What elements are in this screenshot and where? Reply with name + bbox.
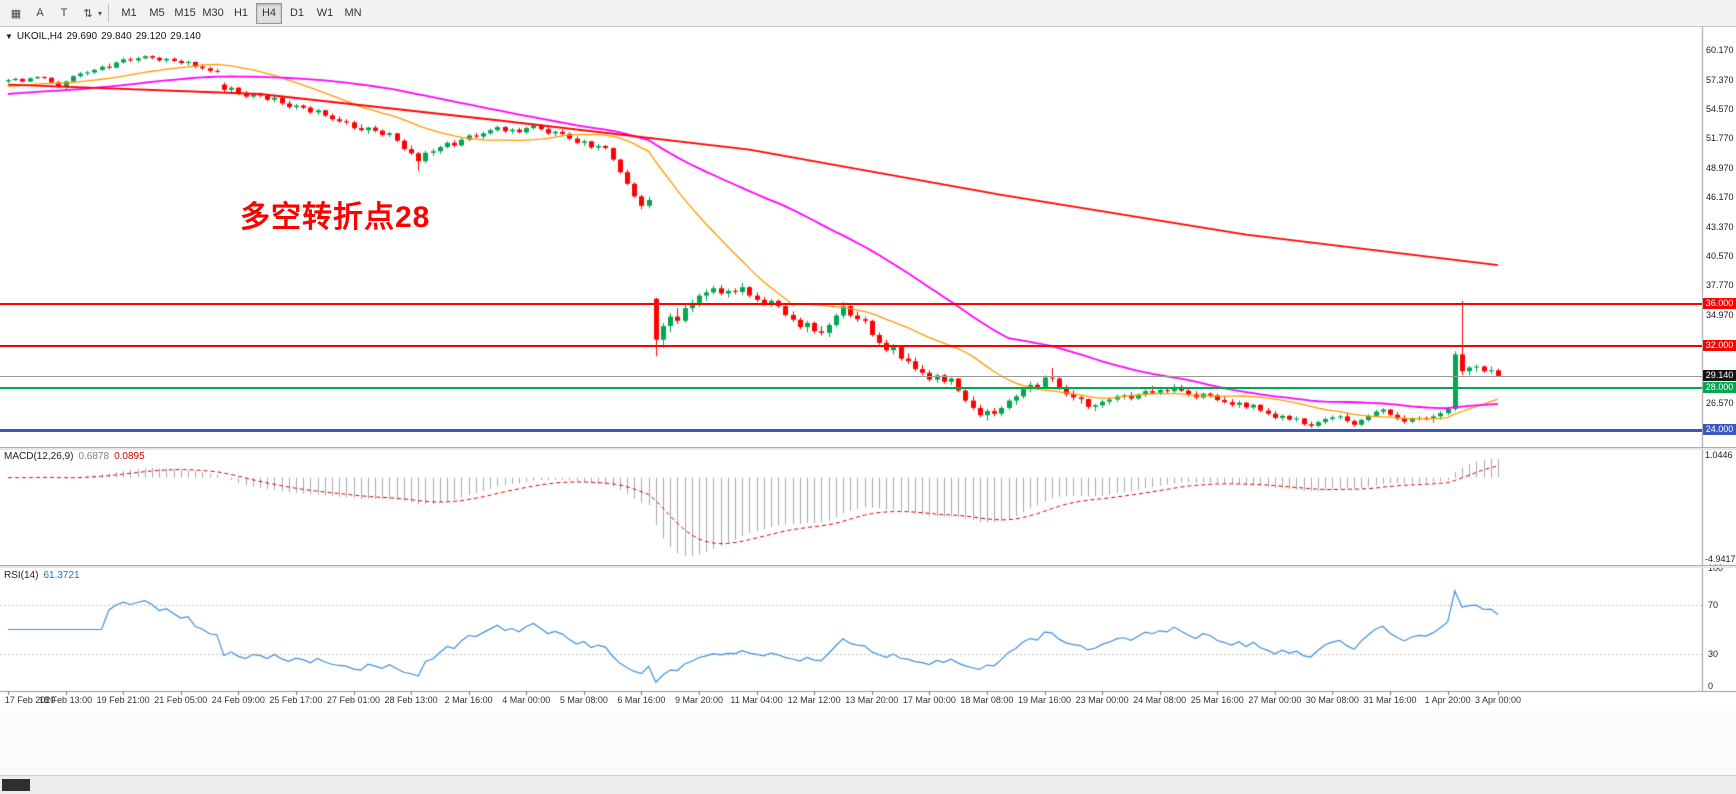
price-line-label-24.000: 24.000 <box>1703 424 1736 435</box>
macd-indicator-label: MACD(12,26,9) 0.6878 0.0895 <box>4 451 145 462</box>
rsi-level-label-100: 100 <box>1708 563 1724 573</box>
horizontal-line-24.000[interactable] <box>0 429 1702 432</box>
date-axis-label: 19 Mar 16:00 <box>1017 695 1072 705</box>
price-line-label-28.000: 28.000 <box>1703 382 1736 393</box>
timeframe-button-m30[interactable]: M30 <box>202 7 224 19</box>
date-axis-label: 17 Feb 2020 <box>4 695 56 705</box>
ohlc-low: 29.120 <box>135 31 167 42</box>
timeframe-button-w1[interactable]: W1 <box>316 7 334 19</box>
price-line-label-36.000: 36.000 <box>1703 298 1736 309</box>
drawing-tools-group: ▦ A T ⇅ <box>4 2 100 24</box>
toolbar-separator <box>108 4 110 22</box>
main-chart-canvas[interactable] <box>0 27 1736 793</box>
date-axis-label: 24 Mar 08:00 <box>1133 695 1187 705</box>
price-tick-60.170: 60.170 <box>1706 45 1734 56</box>
date-axis-label: 2 Mar 16:00 <box>444 695 493 705</box>
price-line-label-32.000: 32.000 <box>1703 340 1736 351</box>
bid-price-line <box>0 376 1702 378</box>
date-axis-label: 27 Mar 00:00 <box>1248 695 1302 705</box>
crosshair-tool-icon[interactable]: T <box>60 7 68 19</box>
date-axis-label: 23 Mar 00:00 <box>1075 695 1129 705</box>
date-axis-label: 3 Apr 00:00 <box>1474 695 1522 705</box>
timeframe-button-h1[interactable]: H1 <box>233 7 249 19</box>
date-axis-label: 11 Mar 04:00 <box>730 695 783 705</box>
macd-value-signal: 0.0895 <box>114 451 145 462</box>
price-tick-54.570: 54.570 <box>1706 104 1734 114</box>
price-tick-43.370: 43.370 <box>1706 221 1734 232</box>
macd-axis-max: 1.0446 <box>1705 450 1733 460</box>
date-axis-label: 27 Feb 01:00 <box>326 695 381 705</box>
date-axis-label: 18 Mar 08:00 <box>960 695 1014 705</box>
price-tick-34.970: 34.970 <box>1706 309 1734 320</box>
timeframe-button-m1[interactable]: M1 <box>121 7 137 19</box>
toolbar: ▦ A T ⇅ ▾ M1 M5 M15 M30 H1 H4 D1 W1 MN <box>0 0 1736 27</box>
horizontal-line-36.000[interactable] <box>0 303 1702 305</box>
rsi-value: 61.3721 <box>43 570 80 581</box>
timeframe-button-m15[interactable]: M15 <box>174 7 196 19</box>
chart-grid-icon[interactable]: ▦ <box>10 7 22 20</box>
date-axis-label: 1 Apr 20:00 <box>1424 695 1471 705</box>
date-axis-label: 4 Mar 00:00 <box>502 695 551 705</box>
dropdown-caret-icon[interactable]: ▾ <box>98 8 103 18</box>
ohlc-high: 29.840 <box>101 31 132 42</box>
date-axis-label: 21 Feb 05:00 <box>154 695 208 705</box>
rsi-name: RSI(14) <box>4 570 39 581</box>
horizontal-scrollbar-thumb[interactable] <box>2 779 30 791</box>
date-axis-label: 25 Feb 17:00 <box>269 695 323 705</box>
rsi-level-label-0: 0 <box>1708 681 1714 691</box>
rsi-level-label-30: 30 <box>1708 649 1719 660</box>
panel-splitter-macd[interactable] <box>0 447 1736 450</box>
chart-text-annotation[interactable]: 多空转折点28 <box>240 201 431 234</box>
date-axis-label: 12 Mar 12:00 <box>787 695 841 705</box>
date-axis-label: 9 Mar 20:00 <box>674 695 724 705</box>
price-tick-57.370: 57.370 <box>1706 74 1734 85</box>
panel-splitter-rsi[interactable] <box>0 565 1736 568</box>
macd-name: MACD(12,26,9) <box>4 451 74 462</box>
horizontal-scrollbar-track[interactable] <box>0 775 1736 794</box>
price-tick-51.770: 51.770 <box>1706 133 1734 144</box>
ohlc-open: 29.690 <box>66 31 98 42</box>
horizontal-line-32.000[interactable] <box>0 345 1702 347</box>
text-label-tool-icon[interactable]: A <box>36 7 44 19</box>
date-axis-label: 31 Mar 16:00 <box>1363 695 1417 705</box>
timeframe-button-h4[interactable]: H4 <box>256 2 283 24</box>
date-axis-label: 24 Feb 09:00 <box>211 695 265 705</box>
price-tick-26.570: 26.570 <box>1706 398 1734 408</box>
timeframe-button-m5[interactable]: M5 <box>149 7 165 19</box>
rsi-level-label-70: 70 <box>1708 599 1719 610</box>
timeframe-button-d1[interactable]: D1 <box>289 7 305 19</box>
timeframe-buttons-group: M1 M5 M15 M30 H1 H4 D1 W1 MN <box>115 2 367 24</box>
timeframe-button-mn[interactable]: MN <box>344 7 362 19</box>
macd-axis-min: -4.9417 <box>1705 554 1736 564</box>
ohlc-close: 29.140 <box>170 31 201 42</box>
date-axis-label: 28 Feb 13:00 <box>384 695 438 705</box>
price-tick-46.170: 46.170 <box>1706 192 1734 203</box>
date-axis-label: 30 Mar 08:00 <box>1305 695 1359 705</box>
date-axis-label: 25 Mar 16:00 <box>1190 695 1244 705</box>
symbol-info-line: ▼ UKOIL,H4 29.690 29.840 29.120 29.140 <box>5 31 205 42</box>
indicators-tool-icon[interactable]: ⇅ <box>83 7 93 20</box>
price-tick-40.570: 40.570 <box>1706 251 1734 261</box>
symbol-dropdown-icon[interactable]: ▼ <box>5 32 13 41</box>
price-tick-48.970: 48.970 <box>1706 162 1734 173</box>
date-axis-label: 18 Feb 13:00 <box>39 695 93 705</box>
rsi-indicator-label: RSI(14) 61.3721 <box>4 570 80 581</box>
date-axis-label: 6 Mar 16:00 <box>617 695 666 705</box>
price-tick-37.770: 37.770 <box>1706 280 1734 291</box>
date-axis-label: 13 Mar 20:00 <box>845 695 899 705</box>
macd-value-main: 0.6878 <box>78 451 110 462</box>
date-axis-label: 17 Mar 00:00 <box>902 695 956 705</box>
horizontal-line-28.000[interactable] <box>0 387 1702 389</box>
date-axis-label: 19 Feb 21:00 <box>96 695 150 705</box>
bid-price-label: 29.140 <box>1703 370 1736 382</box>
symbol-name: UKOIL,H4 <box>16 31 63 42</box>
date-axis-label: 5 Mar 08:00 <box>559 695 608 705</box>
